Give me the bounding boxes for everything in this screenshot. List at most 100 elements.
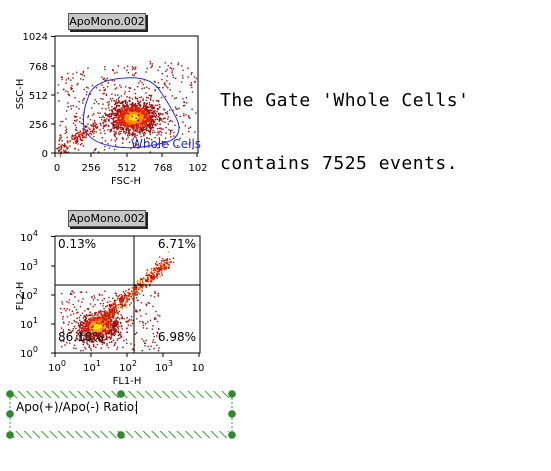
event-dot	[164, 261, 166, 264]
event-dot	[169, 258, 171, 260]
event-dot	[167, 64, 169, 67]
event-dot	[121, 124, 123, 127]
event-dot	[60, 151, 62, 153]
resize-handle-middle-left[interactable]	[6, 410, 14, 418]
event-dot	[173, 135, 175, 137]
event-dot	[151, 63, 154, 65]
event-dot	[135, 128, 137, 130]
event-dot	[94, 321, 96, 323]
event-dot	[87, 321, 89, 323]
event-dot	[128, 121, 131, 123]
event-dot	[131, 103, 133, 105]
event-dot	[156, 344, 158, 346]
event-dot	[162, 113, 164, 115]
event-dot	[99, 324, 101, 326]
event-dot	[100, 124, 102, 127]
event-dot	[114, 323, 116, 325]
event-dot	[146, 275, 149, 277]
event-dot	[114, 307, 117, 310]
event-dot	[92, 319, 94, 321]
event-dot	[107, 114, 109, 116]
event-dot	[131, 294, 134, 297]
event-dot	[119, 118, 122, 121]
event-dot	[72, 138, 74, 140]
event-dot	[121, 336, 123, 338]
resize-handle-bottom-left[interactable]	[6, 431, 14, 439]
event-dot	[70, 87, 72, 89]
resize-handle-middle-right[interactable]	[228, 410, 236, 418]
event-dot	[149, 111, 151, 114]
event-dot	[131, 66, 134, 68]
event-dot	[108, 119, 110, 121]
event-dot	[122, 121, 124, 123]
ratio-textbox-selection[interactable]	[6, 390, 236, 439]
resize-handle-bottom-right[interactable]	[228, 431, 236, 439]
event-dot	[120, 123, 123, 125]
fsc-ssc-scatter-plot[interactable]: Whole Cells 1024 768 512 256 0 0 256 512…	[15, 32, 208, 187]
event-dot	[135, 137, 138, 139]
event-dot	[153, 271, 155, 274]
event-dot	[135, 124, 138, 127]
event-dot	[114, 303, 116, 306]
event-dot	[62, 316, 64, 318]
event-dot	[143, 134, 145, 136]
resize-handle-top-middle[interactable]	[117, 390, 125, 398]
resize-handle-top-left[interactable]	[6, 390, 14, 398]
fl1-fl2-scatter-plot[interactable]: 0.13% 6.71% 86.18% 6.98% 104 103 102 101…	[15, 229, 204, 387]
event-dot	[89, 320, 91, 322]
event-dot	[127, 122, 129, 124]
event-dot	[160, 128, 163, 130]
event-dot	[126, 103, 128, 106]
event-dot	[150, 295, 152, 297]
event-dot	[149, 115, 151, 117]
event-dot	[104, 88, 106, 91]
event-dot	[136, 86, 139, 88]
event-dot	[76, 317, 78, 319]
event-dot	[155, 114, 158, 117]
event-dot	[164, 267, 166, 269]
event-dot	[60, 292, 63, 295]
event-dot	[101, 339, 103, 341]
event-dot	[158, 266, 160, 269]
event-dot	[111, 340, 113, 343]
event-dot	[83, 319, 86, 321]
event-dot	[147, 279, 149, 281]
event-dot	[129, 304, 131, 306]
event-dot	[98, 317, 100, 320]
event-dot	[94, 124, 97, 126]
event-dot	[125, 111, 128, 113]
event-dot	[108, 316, 110, 318]
event-dot	[111, 110, 114, 112]
event-dot	[109, 331, 111, 333]
event-dot	[172, 109, 174, 112]
ratio-textbox-label[interactable]: Apo(+)/Apo(-) Ratio:	[16, 400, 139, 414]
event-dot	[112, 125, 115, 127]
plot2-title-tab[interactable]: ApoMono.002	[68, 210, 146, 227]
event-dot	[101, 119, 103, 121]
event-dot	[94, 318, 96, 320]
resize-handle-top-right[interactable]	[228, 390, 236, 398]
event-dot	[111, 97, 113, 100]
plot1-title-tab[interactable]: ApoMono.002	[68, 13, 146, 30]
event-dot	[133, 120, 135, 123]
event-dot	[102, 341, 104, 343]
event-dot	[87, 115, 90, 117]
event-dot	[154, 268, 157, 270]
event-dot	[155, 104, 157, 106]
event-dot	[139, 126, 141, 129]
event-dot	[126, 317, 128, 319]
event-dot	[90, 132, 92, 135]
event-dot	[183, 101, 185, 103]
event-dot	[158, 273, 161, 275]
event-dot	[137, 144, 139, 146]
event-dot	[102, 315, 104, 317]
event-dot	[129, 132, 131, 134]
event-dot	[171, 70, 173, 72]
event-dot	[144, 112, 147, 115]
whole-cells-gate[interactable]	[83, 77, 180, 149]
resize-handle-bottom-middle[interactable]	[117, 431, 125, 439]
event-dot	[102, 121, 104, 124]
event-dot	[126, 111, 128, 113]
event-dot	[101, 324, 104, 326]
event-dot	[85, 125, 87, 127]
